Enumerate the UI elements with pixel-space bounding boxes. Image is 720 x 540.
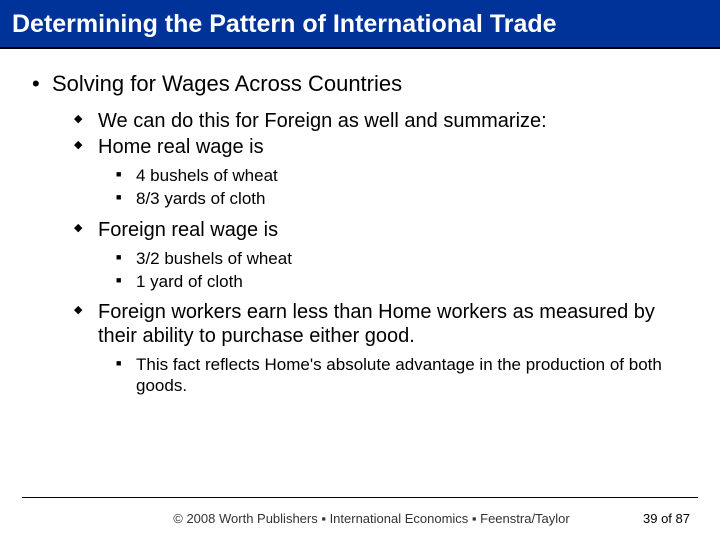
- bullet-text: Foreign workers earn less than Home work…: [98, 301, 655, 347]
- bullet-lvl3: This fact reflects Home's absolute advan…: [116, 354, 690, 397]
- bullet-lvl3: 8/3 yards of cloth: [116, 188, 690, 209]
- footer-divider: [22, 497, 698, 498]
- bullet-text: 8/3 yards of cloth: [136, 189, 265, 208]
- heading-lvl1: Solving for Wages Across Countries: [30, 71, 690, 97]
- slide-footer: © 2008 Worth Publishers ▪ International …: [0, 511, 720, 526]
- bullet-text: We can do this for Foreign as well and s…: [98, 110, 547, 132]
- bullet-lvl3: 4 bushels of wheat: [116, 165, 690, 186]
- heading-text: Solving for Wages Across Countries: [52, 71, 402, 96]
- bullet-lvl3: 1 yard of cloth: [116, 271, 690, 292]
- footer-copyright: © 2008 Worth Publishers ▪ International …: [100, 511, 643, 526]
- bullet-text: 3/2 bushels of wheat: [136, 249, 292, 268]
- bullet-text: 1 yard of cloth: [136, 272, 243, 291]
- bullet-text: This fact reflects Home's absolute advan…: [136, 355, 662, 395]
- bullet-text: 4 bushels of wheat: [136, 166, 278, 185]
- slide-title: Determining the Pattern of International…: [12, 10, 557, 38]
- bullet-lvl2: Foreign workers earn less than Home work…: [74, 300, 690, 348]
- footer-page-number: 39 of 87: [643, 511, 690, 526]
- bullet-text: Foreign real wage is: [98, 219, 278, 241]
- title-bar: Determining the Pattern of International…: [0, 0, 720, 49]
- bullet-lvl3: 3/2 bushels of wheat: [116, 248, 690, 269]
- bullet-lvl2: Home real wage is: [74, 135, 690, 159]
- bullet-text: Home real wage is: [98, 136, 264, 158]
- bullet-lvl2: Foreign real wage is: [74, 218, 690, 242]
- slide-content: Solving for Wages Across Countries We ca…: [0, 49, 720, 397]
- bullet-lvl2: We can do this for Foreign as well and s…: [74, 109, 690, 133]
